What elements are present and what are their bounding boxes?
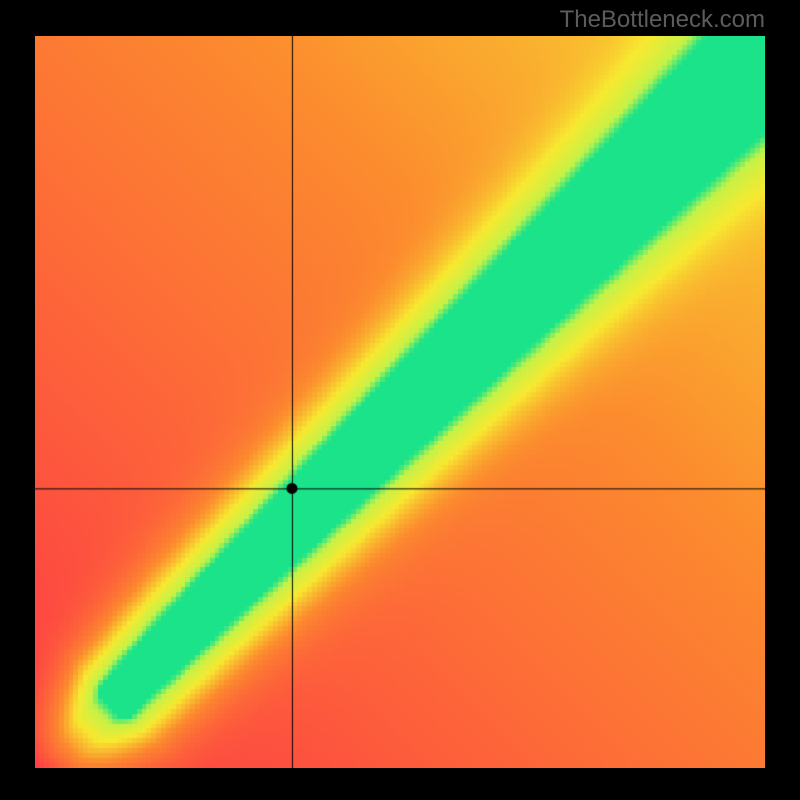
plot-area bbox=[35, 36, 765, 768]
chart-container: TheBottleneck.com bbox=[0, 0, 800, 800]
heatmap-canvas bbox=[35, 36, 765, 768]
watermark-text: TheBottleneck.com bbox=[560, 6, 765, 34]
